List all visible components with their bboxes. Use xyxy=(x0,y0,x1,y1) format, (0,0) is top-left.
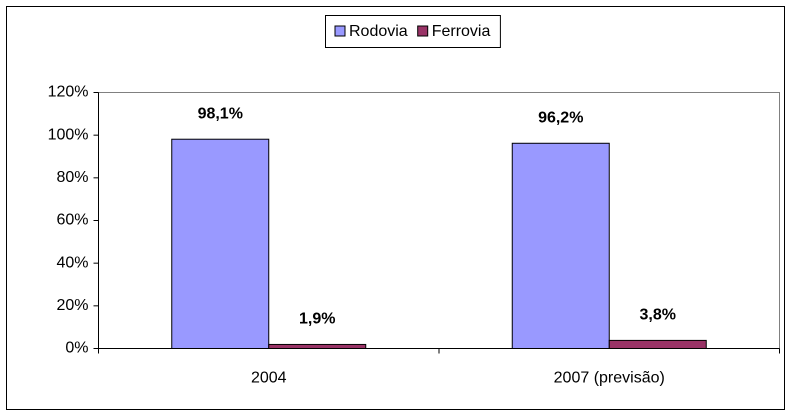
bar xyxy=(268,343,367,349)
data-label: 3,8% xyxy=(640,307,676,324)
x-tick-label: 2007 (previsão) xyxy=(554,370,665,387)
x-tick-label: 2004 xyxy=(251,370,287,387)
data-label: 96,2% xyxy=(538,109,583,126)
legend-swatch xyxy=(334,25,346,37)
y-tick-label: 120% xyxy=(48,84,89,101)
data-label: 1,9% xyxy=(299,311,335,328)
legend-swatch xyxy=(417,25,429,37)
y-tick-label: 40% xyxy=(56,254,88,271)
y-tick-label: 20% xyxy=(56,297,88,314)
y-tick-label: 0% xyxy=(65,340,88,357)
y-tick-label: 80% xyxy=(56,169,88,186)
y-tick-label: 60% xyxy=(56,212,88,229)
legend-label: Ferrovia xyxy=(432,23,491,40)
bar xyxy=(511,142,610,349)
legend-box xyxy=(325,15,501,48)
bar xyxy=(171,138,270,349)
y-tick-label: 100% xyxy=(48,126,89,143)
data-label: 98,1% xyxy=(198,105,243,122)
bar xyxy=(608,339,707,350)
legend-label: Rodovia xyxy=(349,23,408,40)
